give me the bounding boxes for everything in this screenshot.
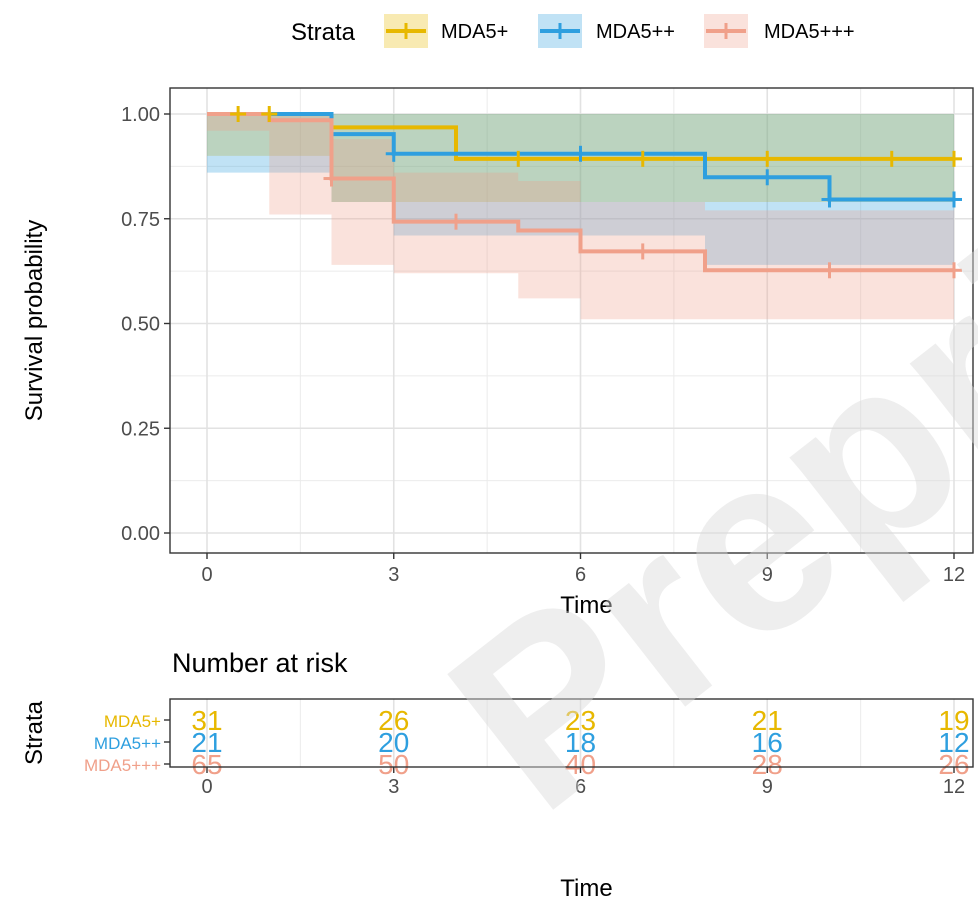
risk-count: 18 [565,727,596,758]
y-tick-label: 1.00 [121,104,160,126]
km-plot: 0.00 0.25 0.50 0.75 1.00 0 3 6 9 12 Time Survival p… [21,87,974,619]
censor-mark [510,150,527,167]
risk-count: 40 [565,749,596,780]
censor-mark [634,150,651,167]
censor-mark [572,145,589,162]
censor-mark [261,106,278,122]
risk-count: 65 [191,749,222,780]
censor-mark [448,213,464,230]
censor-mark [946,150,962,167]
risk-count: 50 [378,749,409,780]
plot-border [169,87,974,554]
risk-count: 28 [752,749,783,780]
risk-count: 20 [378,727,409,758]
plot-background [170,88,973,553]
risk-x-tick-label: 6 [575,776,586,798]
y-axis-title: Survival probability [21,220,48,421]
censor-mark [883,150,900,167]
y-tick-label: 0.75 [121,209,160,231]
risk-x-tick-label: 9 [762,776,773,798]
y-tick-label: 0.25 [121,418,160,440]
censor-mark [230,106,247,122]
legend-label: MDA5+++ [764,21,855,43]
y-tick-label: 0.50 [121,314,160,336]
legend-label: MDA5+ [441,21,508,43]
risk-row-label: MDA5+++ [84,756,161,775]
x-axis-title: Time [560,592,612,619]
legend-item-mda5ppp: MDA5+++ [704,14,855,48]
censor-mark [946,191,962,208]
risk-x-axis-title: Time [560,875,612,902]
risk-count: 21 [752,705,783,736]
risk-count: 21 [191,727,222,758]
censor-mark [946,262,962,279]
risk-row-label: MDA5+ [104,712,161,731]
censor-mark [385,145,402,162]
risk-count: 23 [565,705,596,736]
risk-table-background [170,699,973,767]
legend: Strata MDA5+ MDA5++ MDA5+++ [291,14,855,48]
legend-item-mda5p: MDA5+ [384,14,508,48]
legend-label: MDA5++ [596,21,675,43]
risk-x-tick-label: 0 [201,776,212,798]
x-tick-label: 3 [388,564,399,586]
censor-mark [759,169,776,186]
y-tick-label: 0.00 [121,523,160,545]
risk-count: 12 [938,727,969,758]
ci-band-mda5ppp [207,114,954,320]
censor-mark [759,150,776,167]
risk-count: 31 [191,705,222,736]
risk-count: 19 [938,705,969,736]
x-tick-label: 9 [762,564,773,586]
risk-y-axis-title: Strata [21,700,48,765]
risk-x-tick-label: 3 [388,776,399,798]
risk-table-title: Number at risk [172,648,348,678]
legend-title: Strata [291,19,356,46]
censor-mark [323,170,340,187]
risk-row-label: MDA5++ [94,734,161,753]
censor-mark [821,262,838,279]
legend-item-mda5pp: MDA5++ [538,14,675,48]
risk-count: 26 [938,749,969,780]
censor-mark [821,191,838,208]
risk-count: 26 [378,705,409,736]
risk-count: 16 [752,727,783,758]
x-tick-label: 6 [575,564,586,586]
x-tick-label: 0 [201,564,212,586]
censor-mark [634,243,651,260]
risk-table-border [169,698,974,768]
risk-x-tick-label: 12 [943,776,965,798]
x-tick-label: 12 [943,564,965,586]
